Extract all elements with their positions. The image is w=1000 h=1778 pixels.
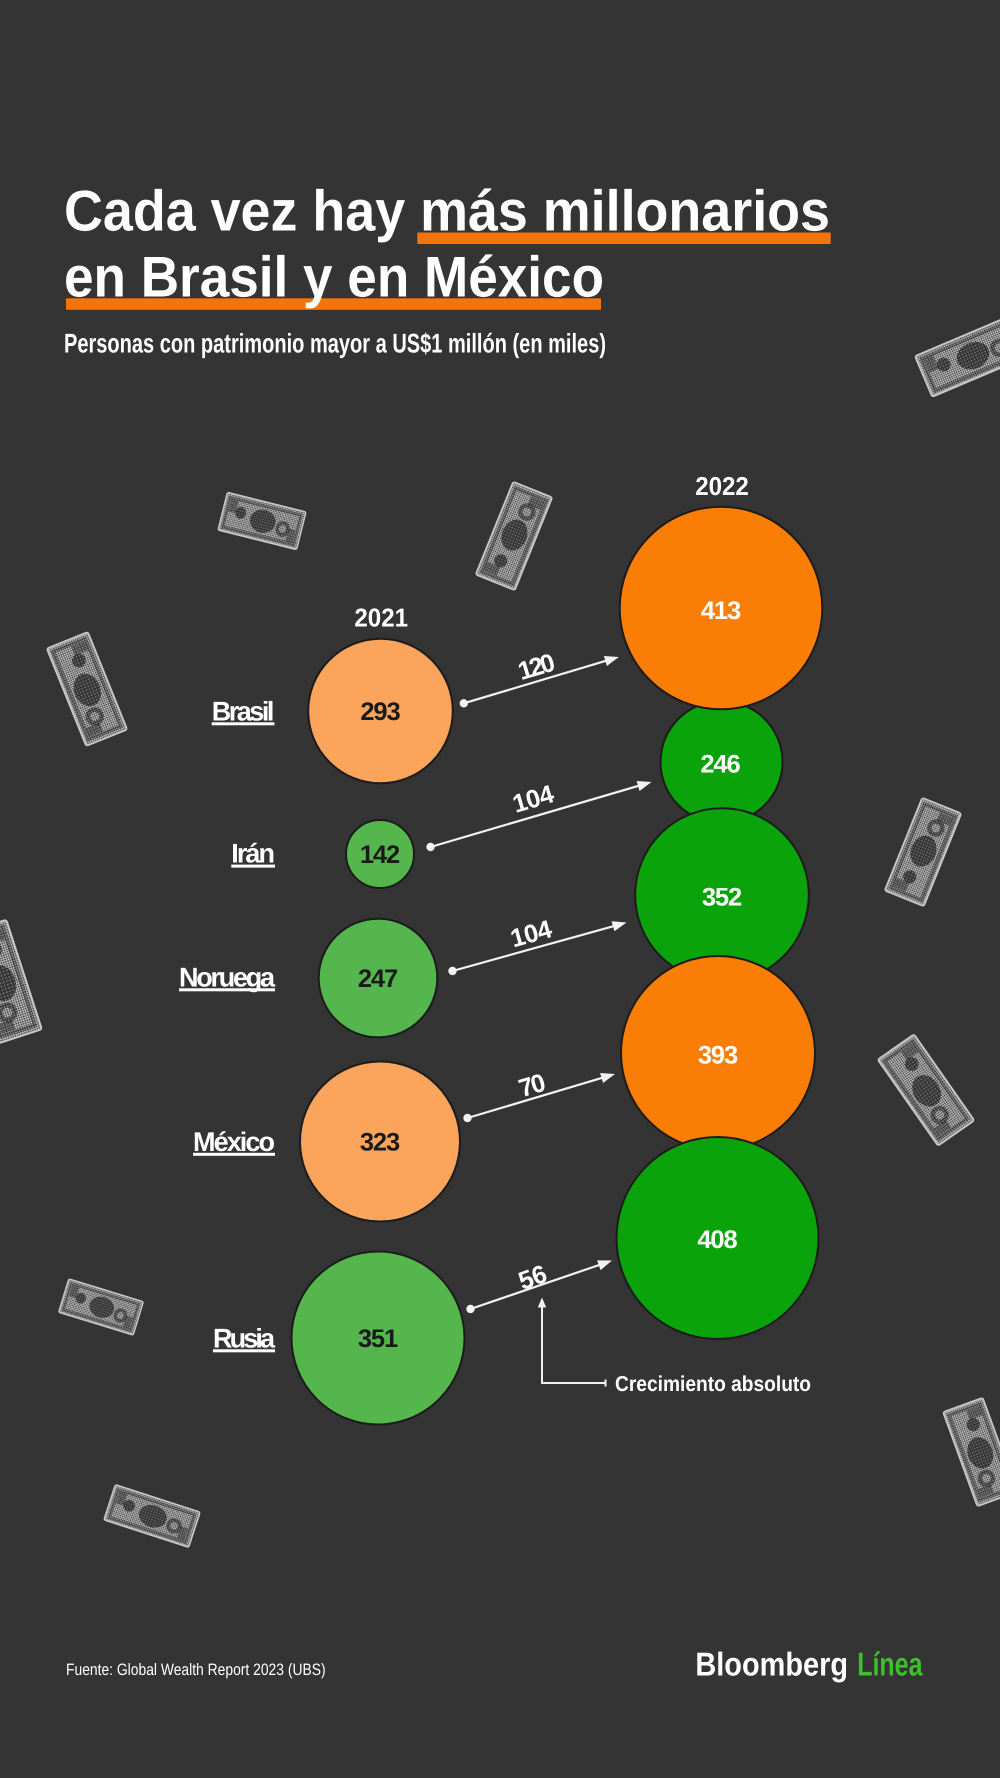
svg-text:142: 142 (360, 841, 400, 869)
svg-text:Bloomberg: Bloomberg (695, 1646, 848, 1683)
svg-text:2021: 2021 (354, 603, 408, 633)
svg-text:351: 351 (358, 1325, 398, 1353)
svg-text:323: 323 (360, 1129, 400, 1157)
svg-text:Irán: Irán (231, 839, 275, 869)
svg-text:352: 352 (702, 884, 742, 912)
svg-text:Cada vez hay más millonarios: Cada vez hay más millonarios (64, 180, 830, 244)
svg-text:Crecimiento absoluto: Crecimiento absoluto (615, 1372, 811, 1396)
svg-text:413: 413 (701, 597, 741, 625)
svg-text:246: 246 (700, 751, 740, 779)
svg-text:México: México (193, 1127, 275, 1157)
svg-text:Línea: Línea (857, 1646, 923, 1683)
svg-text:408: 408 (697, 1226, 737, 1254)
svg-text:247: 247 (358, 965, 398, 993)
svg-text:Brasil: Brasil (212, 697, 275, 727)
svg-text:2022: 2022 (695, 471, 749, 501)
svg-text:Rusia: Rusia (213, 1324, 276, 1354)
svg-text:293: 293 (360, 698, 400, 726)
svg-text:Fuente: Global Wealth Report 2: Fuente: Global Wealth Report 2023 (UBS) (66, 1661, 326, 1679)
svg-text:Noruega: Noruega (179, 963, 276, 993)
svg-text:Personas con patrimonio mayor: Personas con patrimonio mayor a US$1 mil… (64, 329, 606, 359)
svg-text:en Brasil y en México: en Brasil y en México (64, 246, 604, 310)
svg-text:393: 393 (698, 1042, 738, 1070)
